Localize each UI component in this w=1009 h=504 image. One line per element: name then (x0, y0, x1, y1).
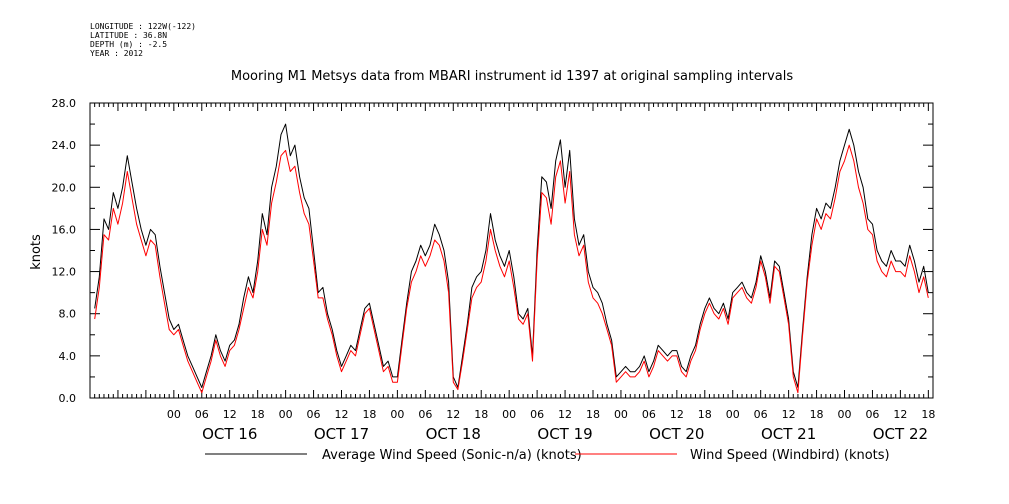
x-tick-label: 12 (223, 408, 237, 421)
y-axis-label: knots (29, 234, 44, 270)
x-tick-label: 12 (670, 408, 684, 421)
x-tick-label: 06 (195, 408, 209, 421)
x-day-label: OCT 21 (761, 425, 816, 443)
y-tick-label: 4.0 (59, 350, 77, 363)
x-axis: 00 06 12 18 00 06 12 18 00 06 12 18 00 06 12 18 00 06 12 18… (89, 103, 935, 443)
legend: Average Wind Speed (Sonic-n/a) (knots) W… (205, 448, 890, 463)
y-tick-label: 0.0 (59, 392, 77, 405)
x-day-label: OCT 16 (202, 425, 257, 443)
x-tick-label: 06 (418, 408, 432, 421)
y-tick-label: 24.0 (52, 139, 77, 152)
longitude-label: LONGITUDE : 122W(-122) (90, 22, 196, 31)
x-tick-label: 00 (502, 408, 516, 421)
x-tick-label: 18 (921, 408, 935, 421)
x-tick-label: 12 (335, 408, 349, 421)
x-tick-label: 12 (558, 408, 572, 421)
x-tick-label: 06 (530, 408, 544, 421)
x-day-label: OCT 19 (537, 425, 592, 443)
year-label: YEAR : 2012 (90, 49, 143, 58)
x-tick-label: 00 (390, 408, 404, 421)
series-layer (94, 123, 929, 394)
x-tick-label: 06 (307, 408, 321, 421)
latitude-label: LATITUDE : 36.8N (90, 31, 168, 40)
chart-title: Mooring M1 Metsys data from MBARI instru… (231, 69, 793, 84)
x-tick-label: 18 (251, 408, 265, 421)
x-tick-label: 18 (586, 408, 600, 421)
metadata-block: LONGITUDE : 122W(-122) LATITUDE : 36.8N … (90, 22, 196, 58)
plot-frame (89, 102, 934, 399)
y-axis: 0.0 4.0 8.0 12.0 16.0 20.0 24.0 28.0 (52, 97, 933, 405)
x-tick-label: 12 (893, 408, 907, 421)
x-tick-label: 06 (865, 408, 879, 421)
x-day-label: OCT 22 (873, 425, 928, 443)
x-tick-label: 00 (167, 408, 181, 421)
x-tick-label: 00 (279, 408, 293, 421)
x-tick-label: 12 (782, 408, 796, 421)
x-tick-label: 00 (614, 408, 628, 421)
x-tick-label: 06 (642, 408, 656, 421)
x-tick-label: 18 (362, 408, 376, 421)
x-day-label: OCT 18 (426, 425, 481, 443)
y-tick-label: 8.0 (59, 308, 77, 321)
y-tick-label: 20.0 (52, 181, 77, 194)
depth-label: DEPTH (m) : -2.5 (90, 40, 168, 49)
series-line-sonic (94, 123, 929, 388)
x-tick-label: 12 (446, 408, 460, 421)
legend-label-windbird: Wind Speed (Windbird) (knots) (690, 448, 890, 463)
x-tick-label: 18 (474, 408, 488, 421)
series-line-windbird (94, 144, 929, 394)
y-tick-label: 16.0 (52, 223, 77, 236)
x-day-label: OCT 17 (314, 425, 369, 443)
x-tick-label: 18 (810, 408, 824, 421)
x-tick-label: 00 (838, 408, 852, 421)
legend-label-sonic: Average Wind Speed (Sonic-n/a) (knots) (322, 448, 582, 463)
x-day-label: OCT 20 (649, 425, 704, 443)
x-tick-label: 18 (698, 408, 712, 421)
y-tick-label: 12.0 (52, 266, 77, 279)
y-tick-label: 28.0 (52, 97, 77, 110)
x-tick-label: 00 (726, 408, 740, 421)
x-tick-label: 06 (754, 408, 768, 421)
